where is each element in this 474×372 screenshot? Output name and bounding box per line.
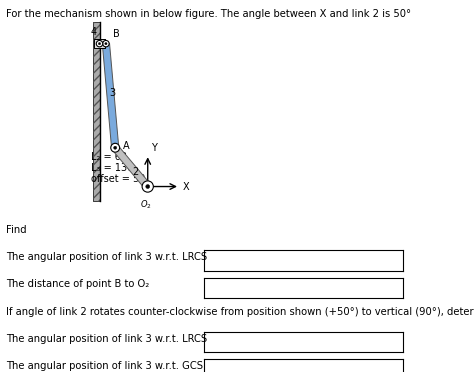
Text: 3: 3 xyxy=(109,88,115,98)
Polygon shape xyxy=(112,145,151,189)
Text: 2: 2 xyxy=(132,167,138,177)
Circle shape xyxy=(99,42,100,45)
Bar xyxy=(94,39,105,48)
Text: The angular position of link 3 w.r.t. GCS: The angular position of link 3 w.r.t. GC… xyxy=(6,361,203,371)
Bar xyxy=(93,22,100,201)
Text: For the mechanism shown in below figure. The angle between X and link 2 is 50°: For the mechanism shown in below figure.… xyxy=(6,9,411,19)
Circle shape xyxy=(96,41,103,47)
Text: The angular position of link 3 w.r.t. LRCS: The angular position of link 3 w.r.t. LR… xyxy=(6,334,207,344)
Text: X: X xyxy=(183,182,190,192)
Text: $O_2$: $O_2$ xyxy=(140,198,152,211)
Text: A: A xyxy=(122,141,129,151)
Text: Y: Y xyxy=(151,143,156,153)
Circle shape xyxy=(142,181,154,192)
Polygon shape xyxy=(102,43,119,148)
Circle shape xyxy=(146,185,150,189)
Text: 4: 4 xyxy=(91,27,97,37)
Text: B: B xyxy=(113,29,120,39)
Bar xyxy=(93,22,100,201)
Circle shape xyxy=(105,42,107,45)
Text: Find: Find xyxy=(6,225,27,235)
Text: The angular position of link 3 w.r.t. LRCS: The angular position of link 3 w.r.t. LR… xyxy=(6,252,207,262)
Text: offset = 52: offset = 52 xyxy=(91,174,146,184)
Circle shape xyxy=(111,143,119,152)
Circle shape xyxy=(103,41,109,47)
Text: If angle of link 2 rotates counter-clockwise from position shown (+50°) to verti: If angle of link 2 rotates counter-clock… xyxy=(6,307,474,317)
Text: The distance of point B to O₂: The distance of point B to O₂ xyxy=(6,279,149,289)
Text: L₃ = 130: L₃ = 130 xyxy=(91,163,134,173)
Circle shape xyxy=(114,146,117,149)
Text: L₂ = 63: L₂ = 63 xyxy=(91,152,128,162)
